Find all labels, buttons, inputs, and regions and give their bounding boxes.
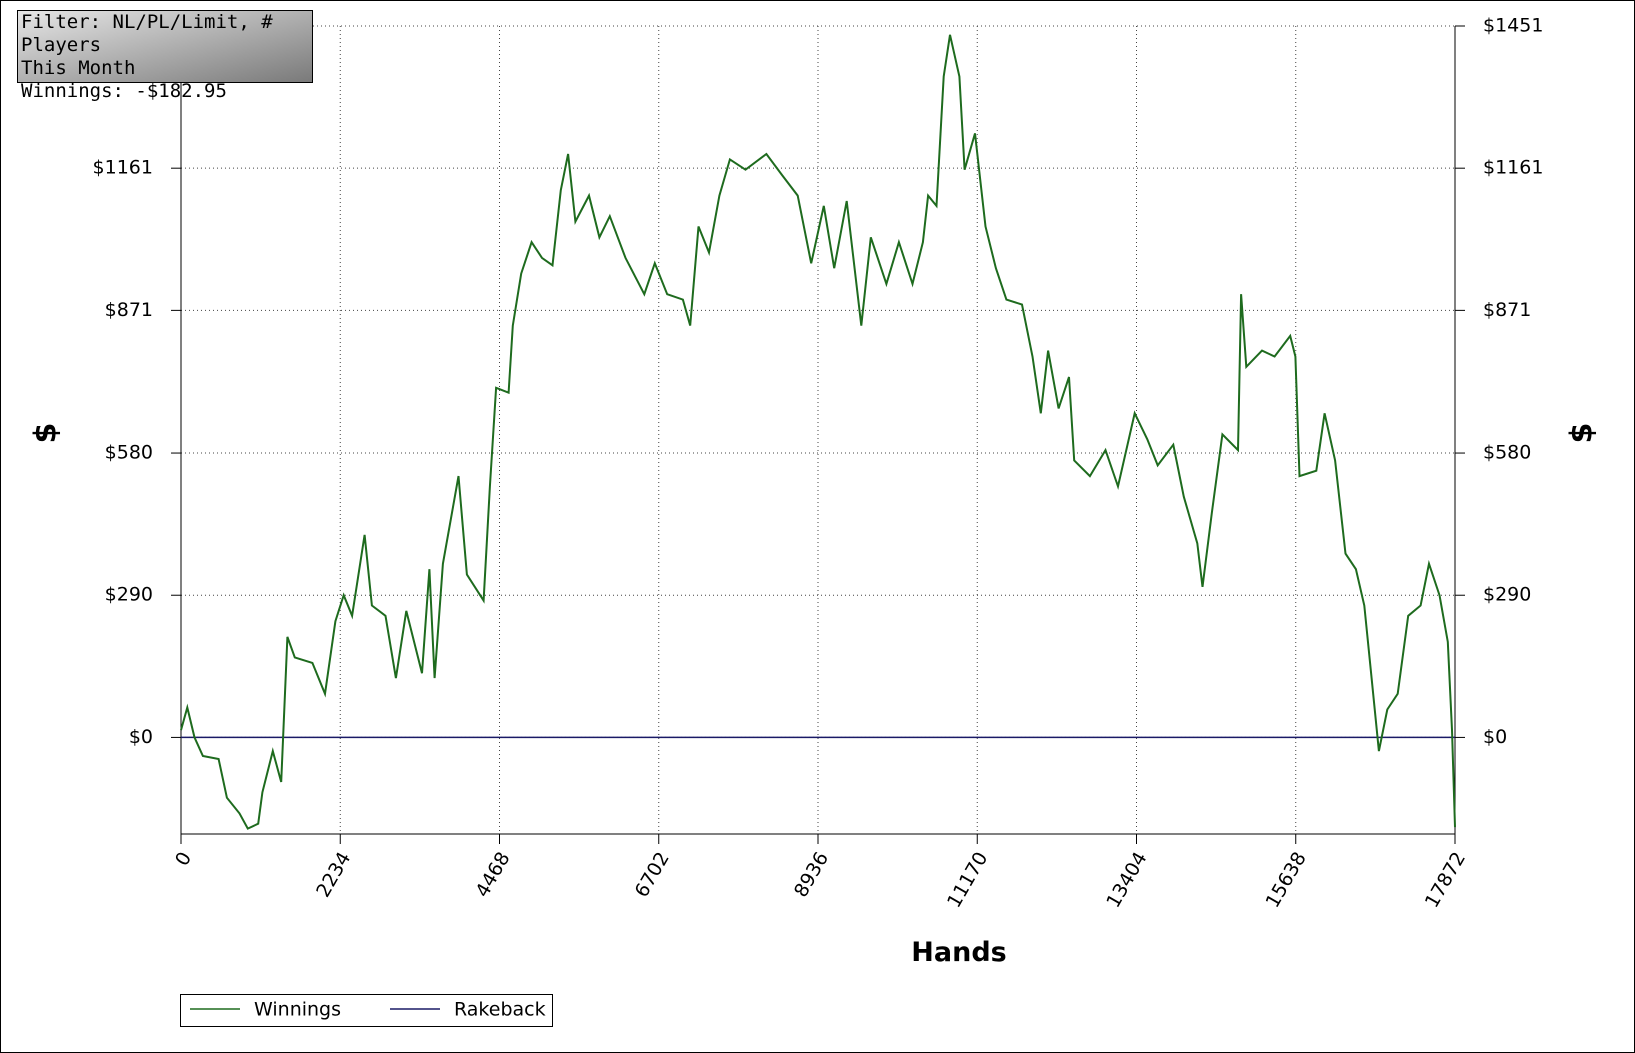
annotation: Winnings: -$182.95 [21, 80, 227, 102]
annotation: Filter: NL/PL/Limit, # Players [21, 11, 273, 56]
y2-tick-label: $0 [1483, 726, 1507, 748]
annotation: This Month [21, 57, 136, 79]
y-tick-label: $580 [105, 442, 153, 464]
filter-box: Filter: NL/PL/Limit, # Players This Mont… [17, 10, 313, 102]
y2-tick-label: $871 [1483, 299, 1531, 321]
y-tick-label: $0 [129, 726, 153, 748]
legend-label: Winnings [254, 999, 341, 1021]
series-line [180, 34, 1456, 830]
y2-tick-label: $1451 [1483, 15, 1543, 37]
y-tick-label: $1161 [93, 157, 153, 179]
legend [180, 994, 553, 1027]
y2-tick-label: $290 [1483, 584, 1531, 606]
y2-tick-label: $1161 [1483, 157, 1543, 179]
y-axis-label: $ [29, 423, 64, 444]
x-axis-label: Hands [911, 937, 1006, 968]
y-tick-label: $871 [105, 299, 153, 321]
plot [180, 34, 1456, 830]
legend-label: Rakeback [454, 999, 546, 1021]
y-tick-label: $290 [105, 584, 153, 606]
legend-items: Winnings Rakeback [190, 999, 546, 1021]
y2-axis-label: $ [1565, 423, 1600, 444]
y2-tick-label: $580 [1483, 442, 1531, 464]
